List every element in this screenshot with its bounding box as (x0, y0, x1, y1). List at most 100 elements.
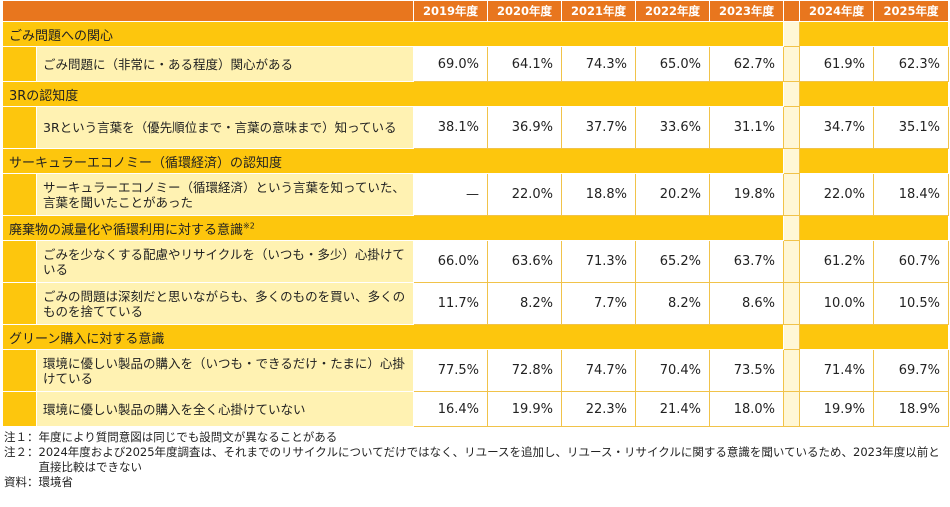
table-row: 3Rという言葉を（優先順位まで・言葉の意味まで）知っている 38.1% 36.9% 3… (2, 106, 949, 149)
value-cell: 19.8% (709, 173, 784, 216)
value-cell: 37.7% (561, 106, 636, 149)
category-row: グリーン購入に対する意識 (2, 324, 949, 350)
table-row: ごみ問題に（非常に・ある程度）関心がある 69.0% 64.1% 74.3% 65.0%… (2, 46, 949, 82)
row-label: ごみの問題は深刻だと思いながらも、多くのものを買い、多くのものを捨てている (36, 282, 414, 325)
category-fill (799, 215, 949, 241)
value-cell: 8.6% (709, 282, 784, 325)
indent-cell (2, 282, 37, 325)
gap-cell (783, 106, 800, 149)
survey-table: 2019年度 2020年度 2021年度 2022年度 2023年度 2024年度 2025… (2, 0, 949, 427)
category-row: ごみ問題への関心 (2, 21, 949, 47)
table-body: 2019年度 2020年度 2021年度 2022年度 2023年度 2024年度 2025… (2, 0, 949, 427)
gap-cell (783, 215, 800, 241)
value-cell: — (413, 173, 488, 216)
value-cell: 31.1% (709, 106, 784, 149)
value-cell: 10.0% (799, 282, 874, 325)
column-header: 2025年度 (873, 0, 949, 22)
category-title-text: 廃棄物の減量化や循環利用に対する意識 (9, 222, 244, 238)
gap-cell (783, 349, 800, 392)
column-header: 2024年度 (799, 0, 874, 22)
value-cell: 65.0% (635, 46, 710, 82)
value-cell: 66.0% (413, 240, 488, 283)
header-gap-cell (783, 0, 800, 22)
category-row: 3Rの認知度 (2, 81, 949, 107)
table-row: 環境に優しい製品の購入を全く心掛けていない 16.4% 19.9% 22.3% 21.4… (2, 391, 949, 427)
column-header: 2021年度 (561, 0, 636, 22)
value-cell: 70.4% (635, 349, 710, 392)
category-title: グリーン購入に対する意識 (2, 324, 784, 350)
value-cell: 72.8% (487, 349, 562, 392)
indent-cell (2, 173, 37, 216)
indent-cell (2, 240, 37, 283)
value-cell: 22.3% (561, 391, 636, 427)
indent-cell (2, 349, 37, 392)
value-cell: 62.7% (709, 46, 784, 82)
note-key: 資料： (4, 475, 39, 489)
row-label: ごみを少なくする配慮やリサイクルを（いつも・多少）心掛けている (36, 240, 414, 283)
table-row: 環境に優しい製品の購入を（いつも・できるだけ・たまに）心掛けている 77.5% 72… (2, 349, 949, 392)
value-cell: 18.8% (561, 173, 636, 216)
gap-cell (783, 282, 800, 325)
column-header: 2019年度 (413, 0, 488, 22)
value-cell: 73.5% (709, 349, 784, 392)
value-cell: 33.6% (635, 106, 710, 149)
value-cell: 11.7% (413, 282, 488, 325)
value-cell: 63.6% (487, 240, 562, 283)
category-title-text: サーキュラーエコノミー（循環経済）の認知度 (9, 155, 283, 171)
indent-cell (2, 391, 37, 427)
value-cell: 21.4% (635, 391, 710, 427)
category-title: サーキュラーエコノミー（循環経済）の認知度 (2, 148, 784, 174)
header-label-cell (2, 0, 414, 22)
value-cell: 69.0% (413, 46, 488, 82)
value-cell: 7.7% (561, 282, 636, 325)
category-title-text: ごみ問題への関心 (9, 28, 114, 44)
gap-cell (783, 81, 800, 107)
row-label: サーキュラーエコノミー（循環経済）という言葉を知っていた、言葉を聞いたことがあっ… (36, 173, 414, 216)
note-text: 2024年度および2025年度調査は、それまでのリサイクルについてだけではなく、… (38, 445, 940, 474)
value-cell: 34.7% (799, 106, 874, 149)
gap-cell (783, 240, 800, 283)
category-fill (799, 81, 949, 107)
note-text: 年度により質問意図は同じでも設問文が異なることがある (38, 430, 338, 444)
value-cell: 61.2% (799, 240, 874, 283)
value-cell: 16.4% (413, 391, 488, 427)
category-fill (799, 148, 949, 174)
value-cell: 64.1% (487, 46, 562, 82)
value-cell: 10.5% (873, 282, 949, 325)
note-text: 環境省 (38, 475, 74, 489)
value-cell: 71.4% (799, 349, 874, 392)
category-row: 廃棄物の減量化や循環利用に対する意識※2 (2, 215, 949, 241)
value-cell: 19.9% (799, 391, 874, 427)
row-label: 環境に優しい製品の購入を（いつも・できるだけ・たまに）心掛けている (36, 349, 414, 392)
value-cell: 61.9% (799, 46, 874, 82)
value-cell: 18.4% (873, 173, 949, 216)
footnote-marker: ※2 (243, 221, 255, 231)
row-label: 3Rという言葉を（優先順位まで・言葉の意味まで）知っている (36, 106, 414, 149)
table-row: ごみの問題は深刻だと思いながらも、多くのものを買い、多くのものを捨てている 11.… (2, 282, 949, 325)
note-key: 注２： (4, 445, 39, 459)
value-cell: 74.7% (561, 349, 636, 392)
table-row: サーキュラーエコノミー（循環経済）という言葉を知っていた、言葉を聞いたことがあっ… (2, 173, 949, 216)
footnotes: 注１： 年度により質問意図は同じでも設問文が異なることがある 注２： 2024年度およ… (4, 430, 950, 490)
value-cell: 60.7% (873, 240, 949, 283)
category-title-text: グリーン購入に対する意識 (9, 331, 165, 347)
note-line: 注１： 年度により質問意図は同じでも設問文が異なることがある (4, 430, 950, 445)
indent-cell (2, 46, 37, 82)
gap-cell (783, 46, 800, 82)
category-title: 廃棄物の減量化や循環利用に対する意識※2 (2, 215, 784, 241)
category-title: 3Rの認知度 (2, 81, 784, 107)
value-cell: 22.0% (799, 173, 874, 216)
header-row: 2019年度 2020年度 2021年度 2022年度 2023年度 2024年度 2025… (2, 0, 949, 22)
value-cell: 20.2% (635, 173, 710, 216)
value-cell: 35.1% (873, 106, 949, 149)
row-label: ごみ問題に（非常に・ある程度）関心がある (36, 46, 414, 82)
category-fill (799, 324, 949, 350)
value-cell: 8.2% (635, 282, 710, 325)
row-label: 環境に優しい製品の購入を全く心掛けていない (36, 391, 414, 427)
value-cell: 8.2% (487, 282, 562, 325)
gap-cell (783, 173, 800, 216)
indent-cell (2, 106, 37, 149)
column-header: 2022年度 (635, 0, 710, 22)
gap-cell (783, 391, 800, 427)
value-cell: 36.9% (487, 106, 562, 149)
